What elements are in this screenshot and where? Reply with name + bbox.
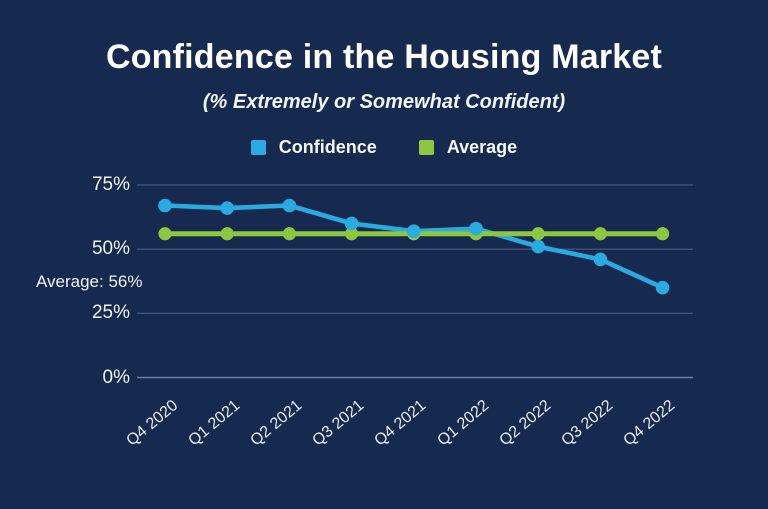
y-axis-label-50%: 50% [91,238,130,260]
average-point-Q3 2022 [593,227,608,241]
chart-title: Confidence in the Housing Market [105,38,663,76]
confidence-line [162,203,665,290]
confidence-point-Q2 2021 [282,198,297,213]
confidence-point-Q4 2022 [655,280,670,295]
average-point-Q2 2022 [531,227,545,241]
legend: Confidence Average [0,137,768,158]
confidence-point-Q4 2020 [158,198,172,213]
y-axis-label-0%: 0% [102,366,130,388]
legend-item-average: Average [418,137,518,158]
average-point-Q3 2021 [345,227,359,241]
confidence-point-Q3 2022 [593,252,608,267]
average-point-Q4 2020 [158,227,172,241]
average-swatch [418,140,434,155]
average-point-Q4 2022 [656,227,670,241]
confidence-swatch [250,140,266,155]
confidence-point-Q3 2021 [344,216,359,231]
y-axis-label-75%: 75% [91,173,130,195]
y-axis-label-25%: 25% [91,302,130,324]
legend-label-confidence: Confidence [278,137,377,157]
confidence-point-Q2 2022 [531,239,545,254]
confidence-point-Q1 2022 [469,221,483,236]
legend-item-confidence: Confidence [250,137,377,158]
average-point-Q1 2021 [220,227,234,241]
average-point-Q2 2021 [282,227,296,241]
chart-subtitle: (% Extremely or Somewhat Confident) [202,91,566,113]
legend-label-average: Average [446,137,518,157]
average-annotation: Average: 56% [36,272,143,291]
confidence-point-Q1 2021 [220,201,234,215]
confidence-point-Q4 2021 [407,224,421,238]
